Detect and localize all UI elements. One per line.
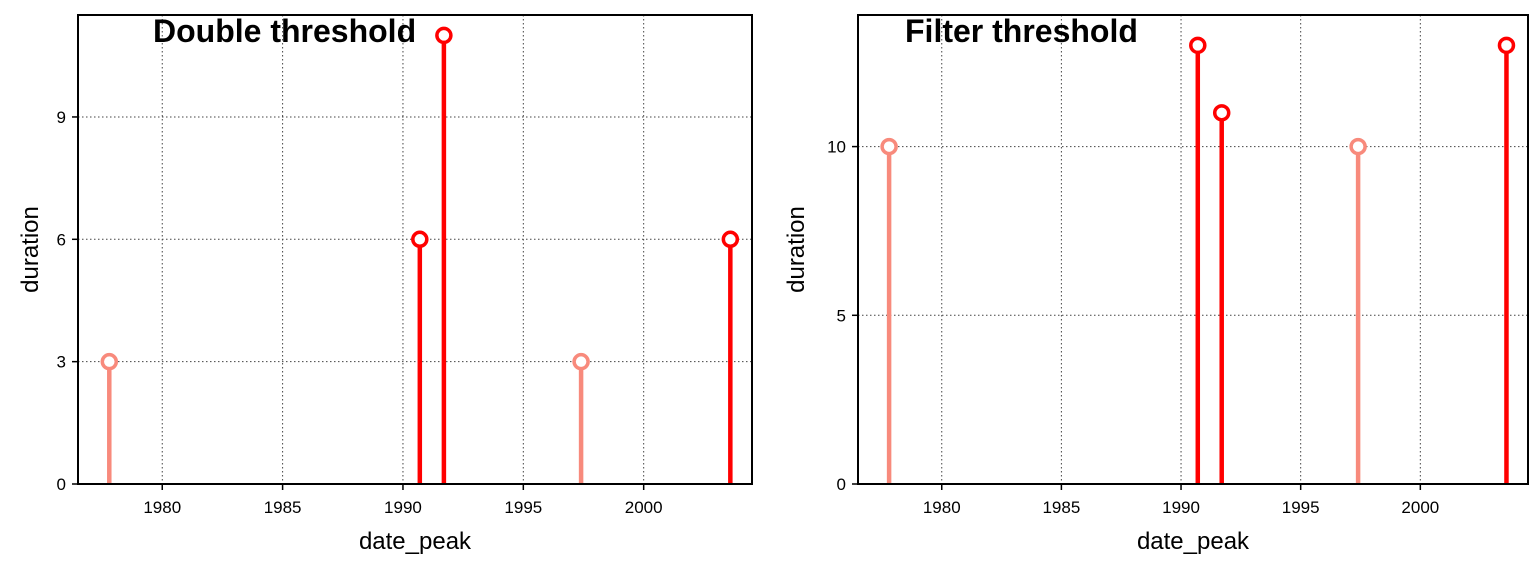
data-point xyxy=(880,137,898,156)
y-tick-label: 0 xyxy=(57,475,66,494)
data-point xyxy=(721,230,740,249)
y-tick-label: 10 xyxy=(827,138,846,157)
x-axis-label: date_peak xyxy=(1137,528,1250,555)
chart-title: Double threshold xyxy=(153,13,416,49)
y-tick-label: 0 xyxy=(837,475,846,494)
x-tick-label: 1985 xyxy=(1042,498,1080,517)
data-point xyxy=(572,352,590,371)
x-tick-label: 1990 xyxy=(384,498,422,517)
y-tick-label: 6 xyxy=(57,230,66,249)
data-point xyxy=(100,352,119,371)
x-axis-label: date_peak xyxy=(359,528,472,555)
plot-frame xyxy=(77,14,753,485)
x-tick-label: 1990 xyxy=(1162,498,1200,517)
y-tick-label: 3 xyxy=(57,353,66,372)
data-point xyxy=(1349,137,1367,156)
y-axis-label: duration xyxy=(783,206,810,293)
x-tick-label: 2000 xyxy=(1401,498,1439,517)
x-tick-label: 1985 xyxy=(264,498,302,517)
y-tick-label: 9 xyxy=(57,108,66,127)
data-point xyxy=(1212,104,1231,122)
panel-double-threshold: 1980 1985 1990 1995 2000 0 3 6 9 Double threshold… xyxy=(17,13,753,555)
y-tick-label: 5 xyxy=(837,306,846,325)
x-tick-label: 2000 xyxy=(625,498,663,517)
x-tick-label: 1980 xyxy=(143,498,181,517)
x-tick-label: 1995 xyxy=(1282,498,1320,517)
chart-title: Filter threshold xyxy=(905,13,1138,49)
data-point xyxy=(411,230,429,249)
data-point xyxy=(1497,36,1516,55)
x-tick-label: 1980 xyxy=(923,498,961,517)
x-tick-label: 1995 xyxy=(504,498,542,517)
plot-frame xyxy=(857,14,1529,485)
data-point xyxy=(1189,36,1207,55)
data-point xyxy=(435,26,453,45)
y-axis-label: duration xyxy=(17,206,44,293)
panel-filter-threshold: 1980 1985 1990 1995 2000 0 5 10 Filter threshold… xyxy=(783,13,1529,555)
